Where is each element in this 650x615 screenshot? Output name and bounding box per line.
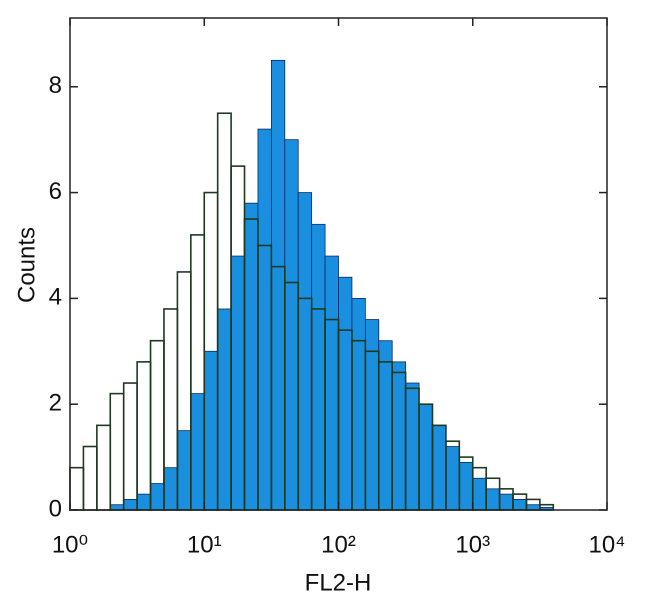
x-tick-label: 10¹ — [187, 531, 222, 558]
bar — [284, 139, 299, 511]
bar — [123, 499, 138, 511]
bar — [338, 276, 353, 511]
x-tick-label: 10² — [321, 531, 356, 558]
outline-bar — [136, 361, 152, 511]
y-tick-label: 4 — [49, 284, 62, 311]
x-tick-label: 10³ — [455, 531, 490, 558]
bar — [257, 128, 272, 511]
y-tick-label: 2 — [49, 390, 62, 417]
bar — [190, 393, 205, 511]
y-tick-label: 0 — [49, 495, 62, 522]
bar — [458, 461, 474, 511]
x-tick-label: 10⁰ — [52, 531, 88, 558]
bar — [378, 340, 393, 511]
y-tick-label: 8 — [49, 72, 62, 99]
bar — [230, 255, 245, 511]
y-tick-label: 6 — [49, 178, 62, 205]
bar — [150, 483, 165, 511]
bar — [297, 192, 313, 511]
bar — [391, 361, 407, 511]
bar — [485, 488, 501, 511]
outline-bar — [96, 424, 112, 511]
bar — [512, 499, 527, 511]
bar — [472, 477, 487, 511]
bar — [177, 430, 192, 511]
x-axis-label: FL2-H — [305, 569, 372, 596]
outline-bar — [82, 445, 98, 511]
outline-bar — [69, 466, 85, 511]
bar — [364, 319, 380, 511]
x-tick-label: 10⁴ — [588, 531, 625, 558]
bar — [270, 59, 286, 511]
bar — [351, 297, 366, 511]
bar — [203, 350, 219, 511]
bar — [217, 308, 232, 511]
bar — [163, 467, 178, 511]
bar — [445, 446, 460, 511]
bar — [499, 493, 514, 511]
outline-bar — [109, 392, 125, 511]
bar — [136, 493, 151, 511]
y-axis-label: Counts — [13, 227, 40, 303]
bar — [311, 223, 326, 511]
bar — [432, 424, 447, 511]
bar — [324, 255, 339, 511]
bar — [405, 382, 420, 511]
bar — [418, 403, 433, 511]
bar — [244, 202, 259, 511]
outline-bar — [122, 382, 138, 511]
